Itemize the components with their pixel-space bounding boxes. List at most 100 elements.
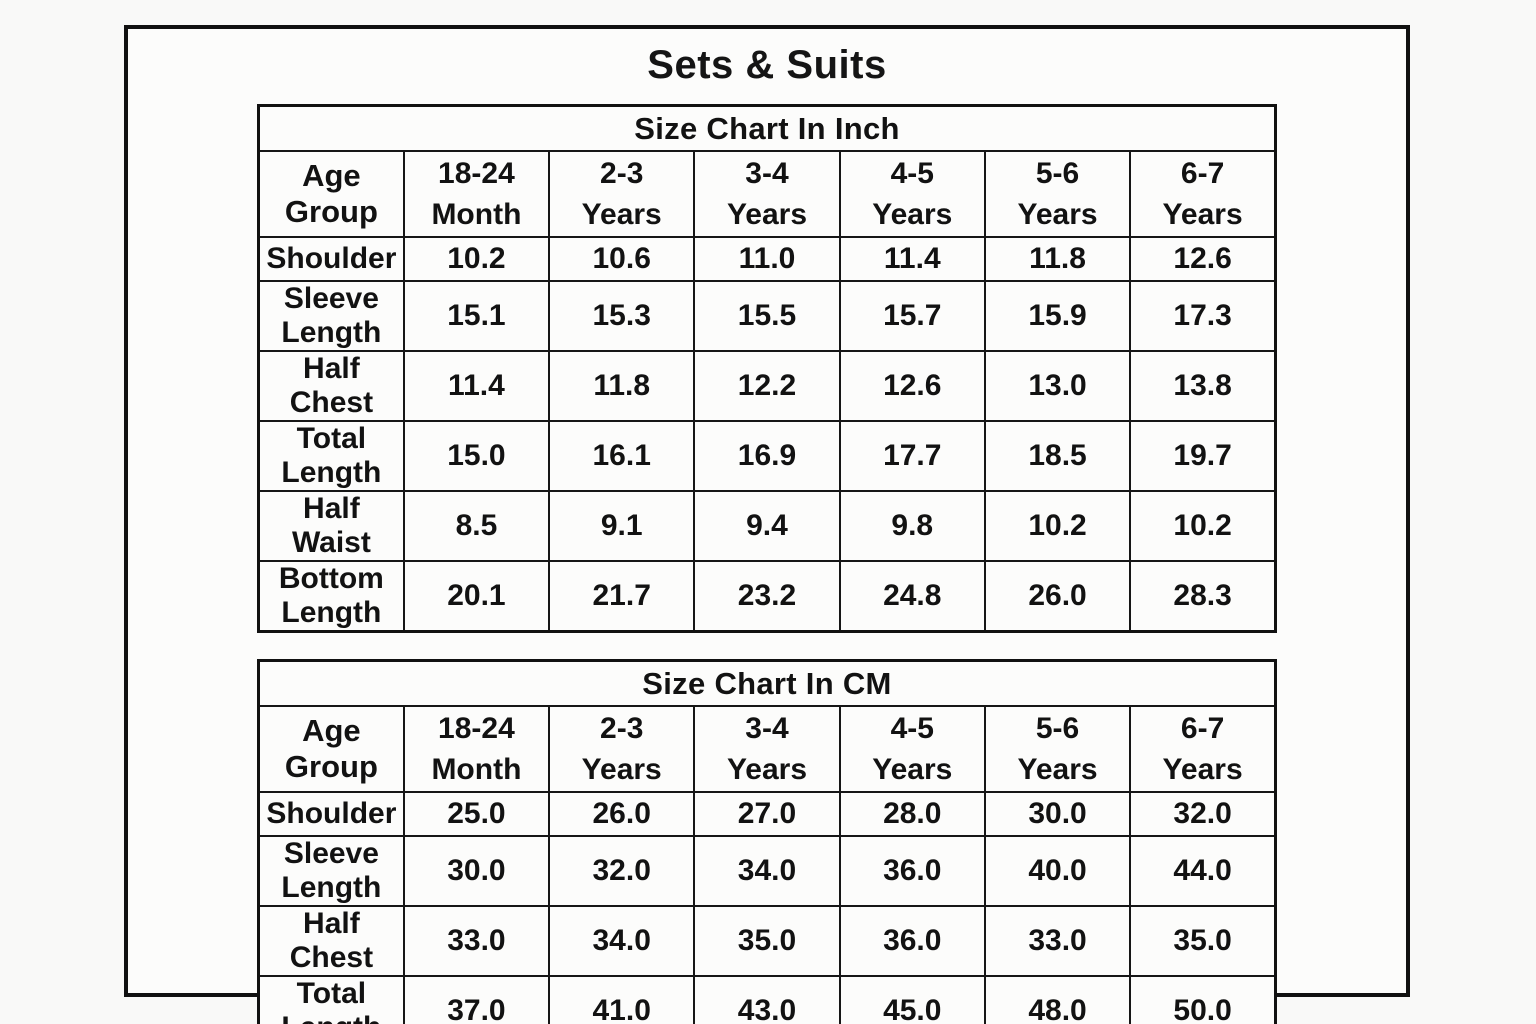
age-range-label: 4-5 xyxy=(890,712,934,745)
measurement-row: Bottom Length 20.1 21.7 23.2 24.8 26.0 28.3 xyxy=(257,560,1277,633)
measurement-label: Half Chest xyxy=(257,905,405,977)
measurement-value: 32.0 xyxy=(548,835,696,907)
table-header-row-inch: Age Group 18-24 Month 2-3 Years 3-4 Years 4-5 Ye… xyxy=(257,150,1277,238)
measurement-value: 45.0 xyxy=(838,975,986,1024)
age-column-header: 3-4 Years xyxy=(693,705,841,793)
size-chart-inch-section: Size Chart In Inch Age Group 18-24 Month 2-3… xyxy=(257,104,1277,633)
measurement-row: Half Chest 33.0 34.0 35.0 36.0 33.0 35.0 xyxy=(257,905,1277,977)
measurement-row: Sleeve Length 15.1 15.3 15.5 15.7 15.9 17.3 xyxy=(257,280,1277,352)
age-unit-label: Years xyxy=(726,198,808,231)
measurement-value: 16.9 xyxy=(693,420,841,492)
measurement-value: 15.7 xyxy=(838,280,986,352)
measurement-value: 27.0 xyxy=(693,791,841,837)
measurement-value: 50.0 xyxy=(1129,975,1277,1024)
age-unit-label: Years xyxy=(1017,753,1098,786)
measurement-value: 34.0 xyxy=(693,835,841,907)
measurement-row: Half Chest 11.4 11.8 12.2 12.6 13.0 13.8 xyxy=(257,350,1277,422)
age-range-label: 3-4 xyxy=(745,712,789,745)
measurement-value: 30.0 xyxy=(983,791,1132,837)
measurement-value: 26.0 xyxy=(548,791,696,837)
measurement-value: 28.3 xyxy=(1129,560,1277,633)
measurement-label: Total Length xyxy=(257,420,405,492)
table-title-row-inch: Size Chart In Inch xyxy=(257,104,1277,152)
age-column-header: 4-5 Years xyxy=(838,150,986,238)
measurement-value: 9.4 xyxy=(693,490,841,562)
measurement-value: 8.5 xyxy=(402,490,551,562)
measurement-label: Sleeve Length xyxy=(257,835,405,907)
measurement-value: 35.0 xyxy=(1129,905,1277,977)
age-column-header: 18-24 Month xyxy=(402,705,551,793)
measurement-value: 17.3 xyxy=(1129,280,1277,352)
measurement-value: 11.0 xyxy=(693,236,841,282)
age-unit-label: Years xyxy=(1162,753,1243,786)
age-column-header: 2-3 Years xyxy=(548,150,696,238)
page-title: Sets & Suits xyxy=(647,43,887,87)
measurement-label: Shoulder xyxy=(257,236,405,282)
measurement-value: 36.0 xyxy=(838,905,986,977)
measurement-value: 36.0 xyxy=(838,835,986,907)
measurement-value: 43.0 xyxy=(693,975,841,1024)
age-column-header: 4-5 Years xyxy=(838,705,986,793)
age-column-header: 5-6 Years xyxy=(983,705,1132,793)
age-range-label: 4-5 xyxy=(890,157,934,190)
measurement-value: 15.5 xyxy=(693,280,841,352)
age-range-label: 18-24 xyxy=(438,157,515,190)
measurement-value: 12.2 xyxy=(693,350,841,422)
measurement-label: Sleeve Length xyxy=(257,280,405,352)
measurement-value: 35.0 xyxy=(693,905,841,977)
measurement-label: Total Length xyxy=(257,975,405,1024)
age-unit-label: Years xyxy=(1017,198,1098,231)
size-table-cm: Size Chart In CM Age Group 18-24 Month 2-3 Ye… xyxy=(257,659,1277,1024)
measurement-label: Half Waist xyxy=(257,490,405,562)
measurement-value: 18.5 xyxy=(983,420,1132,492)
measurement-value: 19.7 xyxy=(1129,420,1277,492)
measurement-value: 13.0 xyxy=(983,350,1132,422)
table-title-row-cm: Size Chart In CM xyxy=(257,659,1277,707)
measurement-value: 25.0 xyxy=(402,791,551,837)
size-table-inch: Size Chart In Inch Age Group 18-24 Month 2-3… xyxy=(257,104,1277,633)
measurement-label: Bottom Length xyxy=(257,560,405,633)
measurement-value: 12.6 xyxy=(1129,236,1277,282)
measurement-label: Shoulder xyxy=(257,791,405,837)
age-range-label: 5-6 xyxy=(1035,157,1080,190)
outer-frame: Sets & Suits Size Chart In Inch Age Group… xyxy=(124,25,1410,1024)
measurement-value: 13.8 xyxy=(1129,350,1277,422)
measurement-value: 11.4 xyxy=(402,350,551,422)
measurement-value: 15.1 xyxy=(402,280,551,352)
age-column-header: 6-7 Years xyxy=(1129,705,1277,793)
age-unit-label: Years xyxy=(872,753,953,786)
age-unit-label: Years xyxy=(581,753,662,786)
age-column-header: 5-6 Years xyxy=(983,150,1132,238)
age-range-label: 6-7 xyxy=(1180,157,1225,190)
measurement-value: 15.9 xyxy=(983,280,1132,352)
age-unit-label: Month xyxy=(431,753,522,786)
measurement-value: 32.0 xyxy=(1129,791,1277,837)
measurement-value: 34.0 xyxy=(548,905,696,977)
measurement-value: 15.0 xyxy=(402,420,551,492)
age-unit-label: Years xyxy=(581,198,662,231)
measurement-value: 15.3 xyxy=(548,280,696,352)
measurement-value: 33.0 xyxy=(402,905,551,977)
measurement-value: 44.0 xyxy=(1129,835,1277,907)
measurement-value: 48.0 xyxy=(983,975,1132,1024)
age-unit-label: Years xyxy=(872,198,953,231)
measurement-value: 16.1 xyxy=(548,420,696,492)
table-header-row-cm: Age Group 18-24 Month 2-3 Years 3-4 Years 4-5 Ye… xyxy=(257,705,1277,793)
measurement-row: Shoulder 25.0 26.0 27.0 28.0 30.0 32.0 xyxy=(257,791,1277,837)
measurement-value: 28.0 xyxy=(838,791,986,837)
measurement-value: 11.4 xyxy=(838,236,986,282)
measurement-value: 9.1 xyxy=(548,490,696,562)
measurement-value: 10.2 xyxy=(402,236,551,282)
measurement-value: 17.7 xyxy=(838,420,986,492)
measurement-row: Shoulder 10.2 10.6 11.0 11.4 11.8 12.6 xyxy=(257,236,1277,282)
measurement-value: 10.2 xyxy=(983,490,1132,562)
measurement-row: Total Length37.041.043.045.048.050.0 xyxy=(257,975,1277,1024)
measurement-value: 37.0 xyxy=(402,975,551,1024)
age-unit-label: Month xyxy=(431,198,522,231)
measurement-row: Sleeve Length 30.0 32.0 34.0 36.0 40.0 44.0 xyxy=(257,835,1277,907)
measurement-value: 10.2 xyxy=(1129,490,1277,562)
measurement-value: 11.8 xyxy=(548,350,696,422)
measurement-value: 26.0 xyxy=(983,560,1132,633)
measurement-value: 33.0 xyxy=(983,905,1132,977)
